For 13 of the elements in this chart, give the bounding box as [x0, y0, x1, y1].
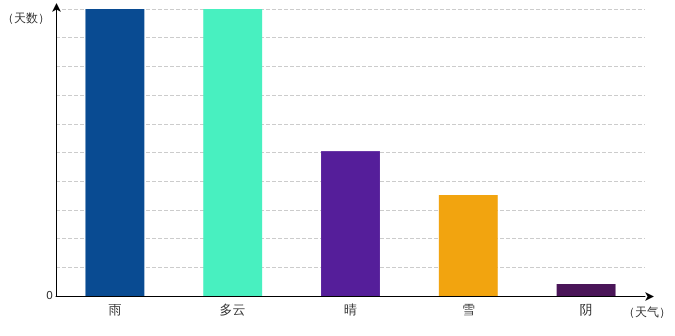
- x-tick-label: 雪: [462, 303, 475, 318]
- x-tick-label: 阴: [580, 303, 593, 318]
- bar: [438, 194, 498, 296]
- x-tick-label: 多云: [220, 303, 246, 318]
- bar: [321, 151, 380, 296]
- x-tick-label: 晴: [344, 303, 357, 318]
- bar: [203, 9, 262, 296]
- text: 0: [46, 289, 53, 302]
- x-tick-label: 雨: [108, 303, 122, 318]
- bar: [556, 284, 616, 296]
- bar: [85, 9, 144, 296]
- x-axis-title: （天气）: [623, 305, 671, 319]
- y-axis-title: （天数）: [2, 11, 50, 25]
